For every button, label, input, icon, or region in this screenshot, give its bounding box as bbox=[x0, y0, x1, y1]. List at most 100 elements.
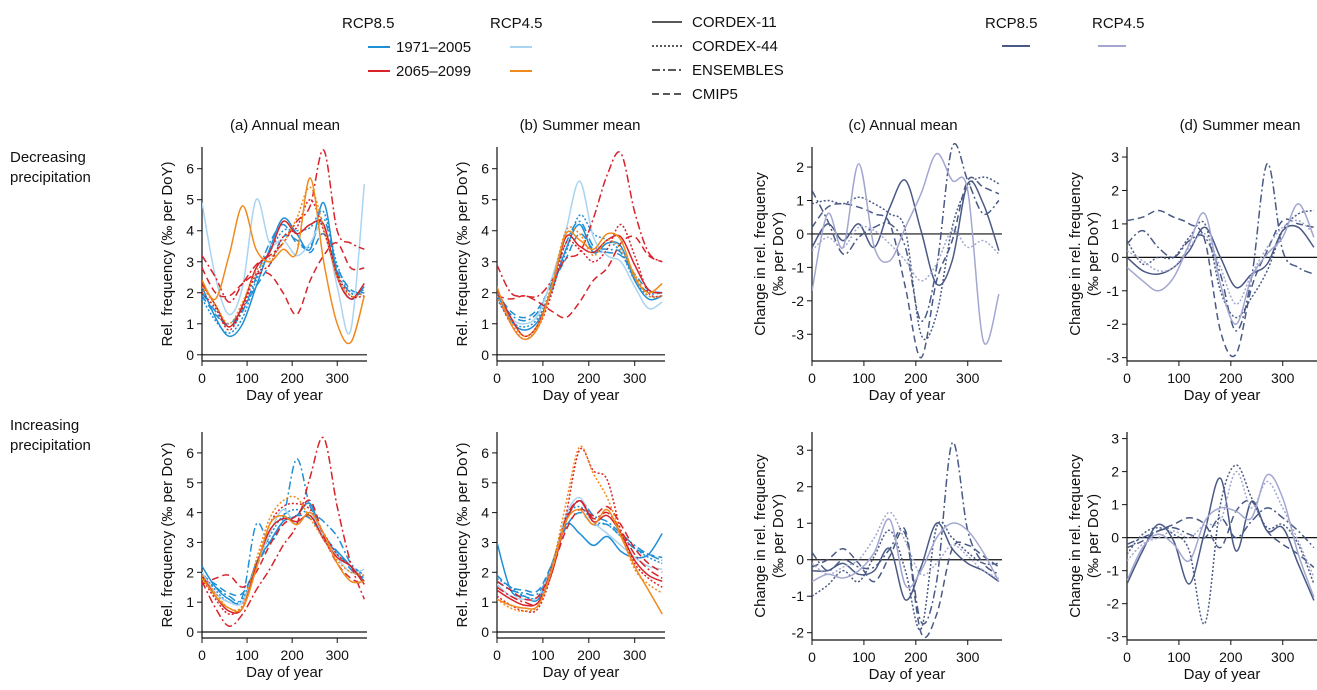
x-axis-label: Day of year bbox=[543, 664, 620, 681]
y-tick-label: 5 bbox=[186, 192, 194, 208]
x-tick-label: 0 bbox=[493, 647, 501, 663]
y-axis-label-units: (‰ per DoY) bbox=[770, 212, 787, 296]
series-line bbox=[812, 176, 1000, 341]
x-tick-label: 0 bbox=[808, 649, 816, 665]
y-tick-label: 4 bbox=[481, 505, 489, 521]
y-tick-label: 0 bbox=[1111, 530, 1119, 546]
series-line bbox=[497, 499, 663, 606]
series-line bbox=[497, 505, 663, 600]
x-tick-label: 0 bbox=[493, 370, 501, 386]
y-tick-label: 1 bbox=[1111, 216, 1119, 232]
legend-header-rcp45: RCP4.5 bbox=[490, 15, 543, 32]
y-tick-label: 1 bbox=[796, 515, 804, 531]
series-line bbox=[497, 235, 663, 319]
series-line bbox=[1127, 477, 1315, 601]
series-line bbox=[812, 522, 1000, 601]
x-tick-label: 100 bbox=[235, 647, 259, 663]
y-tick-label: 1 bbox=[481, 594, 489, 610]
x-tick-label: 0 bbox=[198, 370, 206, 386]
x-tick-label: 100 bbox=[1167, 649, 1191, 665]
row-label-decreasing-line2: precipitation bbox=[10, 169, 91, 186]
series-group bbox=[1127, 464, 1315, 625]
x-tick-label: 0 bbox=[198, 647, 206, 663]
series-group bbox=[202, 149, 366, 345]
x-axis-label: Day of year bbox=[869, 387, 946, 404]
series-line bbox=[497, 214, 663, 328]
legend-style-cordex11-label: CORDEX-11 bbox=[692, 14, 777, 31]
series-line bbox=[202, 514, 365, 597]
y-tick-label: -1 bbox=[792, 588, 805, 604]
series-line bbox=[497, 522, 663, 603]
y-tick-label: -2 bbox=[1107, 316, 1120, 332]
y-tick-label: 1 bbox=[186, 316, 194, 332]
series-group bbox=[812, 441, 1000, 639]
legend-header-rcp85: RCP8.5 bbox=[342, 15, 395, 32]
x-tick-label: 100 bbox=[852, 370, 876, 386]
series-group bbox=[497, 445, 663, 615]
series-line bbox=[202, 184, 366, 335]
series-line bbox=[812, 520, 999, 631]
y-tick-label: 3 bbox=[1111, 149, 1119, 165]
y-tick-label: 0 bbox=[796, 226, 804, 242]
x-tick-label: 300 bbox=[623, 647, 647, 663]
panel-d-title: (d) Summer mean bbox=[1180, 117, 1301, 134]
series-line bbox=[202, 198, 365, 331]
x-axis-label: Day of year bbox=[1184, 666, 1261, 683]
series-line bbox=[202, 499, 365, 588]
x-tick-label: 300 bbox=[956, 370, 980, 386]
x-tick-label: 100 bbox=[1167, 370, 1191, 386]
legend-period-1971: 1971–2005 bbox=[396, 39, 471, 56]
series-line bbox=[1127, 219, 1315, 305]
series-line bbox=[497, 445, 663, 612]
panel-c: -3 -2 -1 0 1 2 0 100 200 300 Day of year Change in … bbox=[752, 143, 1002, 404]
y-axis-label: Change in rel. frequency bbox=[1067, 454, 1084, 618]
y-tick-label: 3 bbox=[186, 534, 194, 550]
x-axis-label: Day of year bbox=[543, 387, 620, 404]
y-axis-label: Change in rel. frequency bbox=[752, 172, 769, 336]
x-tick-label: 100 bbox=[531, 647, 555, 663]
y-tick-label: 4 bbox=[186, 505, 194, 521]
y-tick-label: -3 bbox=[1107, 629, 1120, 645]
series-line bbox=[202, 242, 365, 316]
y-tick-label: 5 bbox=[481, 475, 489, 491]
series-line bbox=[1127, 470, 1315, 578]
x-tick-label: 200 bbox=[577, 370, 601, 386]
series-group bbox=[497, 151, 663, 341]
y-axis-label: Rel. frequency (‰ per DoY) bbox=[159, 442, 176, 627]
series-line bbox=[497, 230, 663, 341]
x-tick-label: 100 bbox=[852, 649, 876, 665]
series-line bbox=[202, 149, 365, 303]
y-tick-label: -2 bbox=[1107, 596, 1120, 612]
series-line bbox=[1127, 464, 1315, 625]
x-tick-label: 200 bbox=[280, 647, 304, 663]
panel-c-title: (c) Annual mean bbox=[848, 117, 957, 134]
y-axis-label-units: (‰ per DoY) bbox=[1085, 494, 1102, 578]
x-axis-label: Day of year bbox=[246, 387, 323, 404]
x-axis-label: Day of year bbox=[246, 664, 323, 681]
x-tick-label: 0 bbox=[1123, 370, 1131, 386]
x-tick-label: 100 bbox=[235, 370, 259, 386]
y-tick-label: 2 bbox=[481, 285, 489, 301]
row-label-increasing-line2: precipitation bbox=[10, 437, 91, 454]
x-tick-label: 200 bbox=[904, 370, 928, 386]
panel-d: -3 -2 -1 0 1 2 3 0 100 200 300 Day of year Change in… bbox=[1067, 147, 1317, 404]
x-tick-label: 200 bbox=[1219, 370, 1243, 386]
x-tick-label: 0 bbox=[808, 370, 816, 386]
y-tick-label: 0 bbox=[481, 624, 489, 640]
x-tick-label: 300 bbox=[956, 649, 980, 665]
y-tick-label: 1 bbox=[186, 594, 194, 610]
y-tick-label: 2 bbox=[796, 159, 804, 175]
series-line bbox=[497, 223, 663, 331]
y-tick-label: 6 bbox=[481, 445, 489, 461]
y-axis-label: Change in rel. frequency bbox=[1067, 172, 1084, 336]
y-tick-label: 3 bbox=[186, 254, 194, 270]
series-line bbox=[497, 180, 663, 325]
legend-change-header-rcp85: RCP8.5 bbox=[985, 15, 1038, 32]
y-tick-label: 2 bbox=[796, 479, 804, 495]
y-tick-label: 5 bbox=[481, 192, 489, 208]
legend-period-2065: 2065–2099 bbox=[396, 63, 471, 80]
